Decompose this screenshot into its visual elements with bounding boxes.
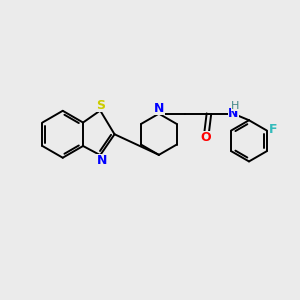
Text: N: N bbox=[97, 154, 107, 167]
Text: N: N bbox=[228, 106, 238, 120]
Text: F: F bbox=[269, 123, 278, 136]
Text: N: N bbox=[154, 102, 165, 115]
Text: H: H bbox=[231, 101, 240, 111]
Text: S: S bbox=[96, 99, 105, 112]
Text: O: O bbox=[200, 131, 211, 144]
